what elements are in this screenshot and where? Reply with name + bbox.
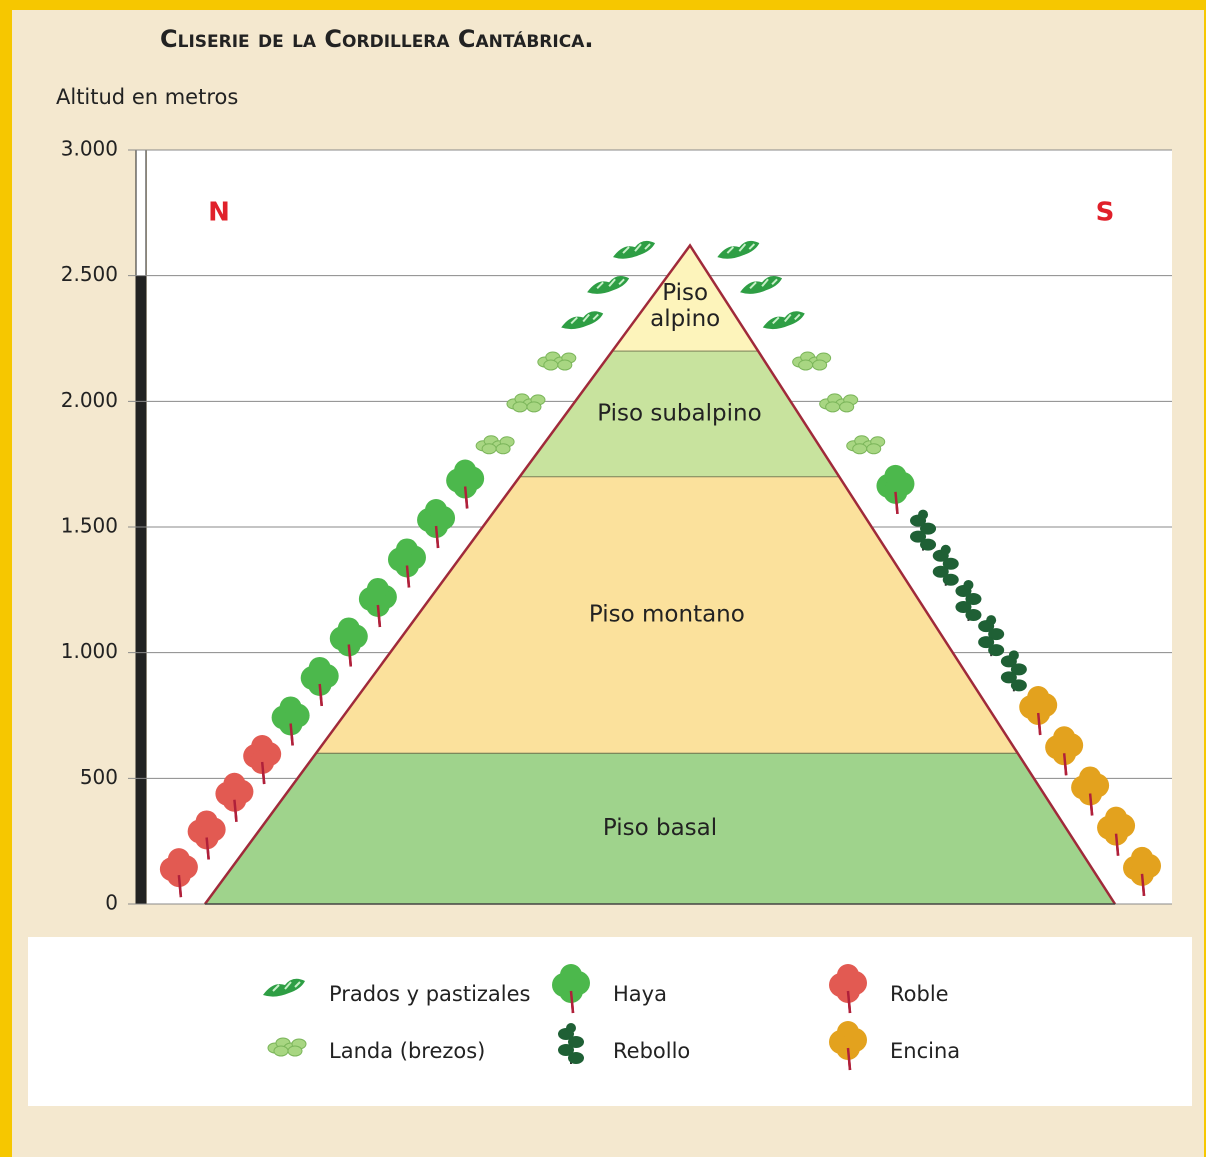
oak-icon [566, 1023, 576, 1033]
zone-label: Piso montano [589, 601, 745, 627]
heath-icon [840, 402, 854, 412]
heath-icon [853, 444, 867, 454]
heath-icon [527, 402, 541, 412]
y-tick-label: 500 [80, 765, 118, 789]
title: Cliserie de la Cordillera Cantábrica. [160, 25, 593, 53]
heath-icon [813, 360, 827, 370]
y-tick-label: 2.000 [61, 388, 118, 412]
heath-icon [496, 444, 510, 454]
heath-icon [513, 402, 527, 412]
legend-label: Rebollo [613, 1039, 690, 1063]
oak-icon [943, 574, 959, 586]
y-tick-label: 1.000 [61, 639, 118, 663]
oak-icon [918, 510, 928, 520]
legend-label: Prados y pastizales [329, 982, 531, 1006]
y-tick-label: 1.500 [61, 514, 118, 538]
oak-icon [941, 545, 951, 555]
oak-icon [965, 609, 981, 621]
heath-icon [288, 1046, 302, 1056]
heath-icon [274, 1046, 288, 1056]
heath-icon [826, 402, 840, 412]
legend-label: Haya [613, 982, 667, 1006]
y-tick-label: 3.000 [61, 137, 118, 161]
oak-icon [988, 644, 1004, 656]
y-tick-label: 2.500 [61, 262, 118, 286]
legend-label: Roble [890, 982, 949, 1006]
heath-icon [482, 444, 496, 454]
zone-label: alpino [650, 306, 720, 332]
zone-label: Piso basal [603, 815, 717, 841]
heath-icon [544, 360, 558, 370]
zone-label: Piso [662, 280, 708, 306]
y-axis-label: Altitud en metros [56, 85, 238, 109]
oak-icon [1011, 679, 1027, 691]
heath-icon [799, 360, 813, 370]
heath-icon [558, 360, 572, 370]
oak-icon [963, 580, 973, 590]
y-tick-label: 0 [105, 891, 118, 915]
legend-label: Landa (brezos) [329, 1039, 485, 1063]
south-label: S [1096, 198, 1115, 228]
legend-box [28, 937, 1192, 1106]
oak-icon [920, 539, 936, 551]
legend-label: Encina [890, 1039, 960, 1063]
diagram: Cliserie de la Cordillera Cantábrica. Al… [0, 0, 1206, 1157]
oak-icon [986, 615, 996, 625]
north-label: N [208, 198, 230, 228]
oak-icon [1009, 650, 1019, 660]
zone-label: Piso subalpino [597, 400, 761, 426]
oak-icon [568, 1052, 584, 1064]
axis-bar-fill [136, 276, 146, 904]
heath-icon [867, 444, 881, 454]
